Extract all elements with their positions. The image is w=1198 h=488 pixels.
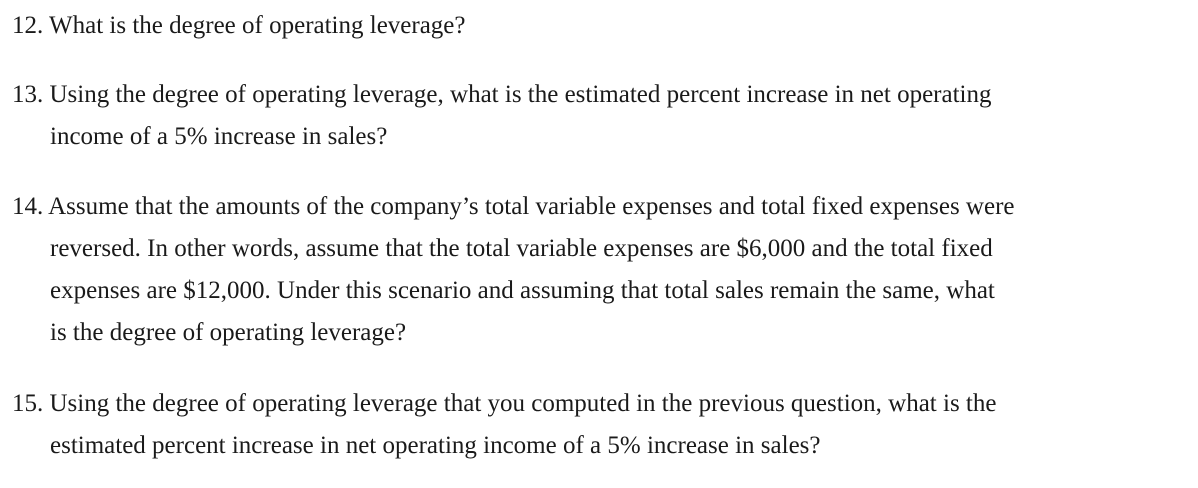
question-13: 13. Using the degree of operating levera…	[12, 74, 1184, 158]
question-15-line-1: 15. Using the degree of operating levera…	[12, 390, 997, 417]
question-13-line-2: income of a 5% increase in sales?	[50, 123, 388, 150]
question-14-line-2: reversed. In other words, assume that th…	[50, 235, 993, 262]
question-15-line-2: estimated percent increase in net operat…	[50, 432, 821, 459]
question-14-line-4: is the degree of operating leverage?	[50, 319, 407, 346]
question-13-line-1: 13. Using the degree of operating levera…	[12, 81, 992, 108]
question-14-line-1: 14. Assume that the amounts of the compa…	[12, 193, 1015, 220]
question-12: 12. What is the degree of operating leve…	[12, 5, 1184, 47]
question-12-line-1: 12. What is the degree of operating leve…	[12, 12, 466, 39]
question-14: 14. Assume that the amounts of the compa…	[12, 186, 1184, 354]
question-15: 15. Using the degree of operating levera…	[12, 383, 1184, 467]
question-14-line-3: expenses are $12,000. Under this scenari…	[50, 277, 995, 304]
